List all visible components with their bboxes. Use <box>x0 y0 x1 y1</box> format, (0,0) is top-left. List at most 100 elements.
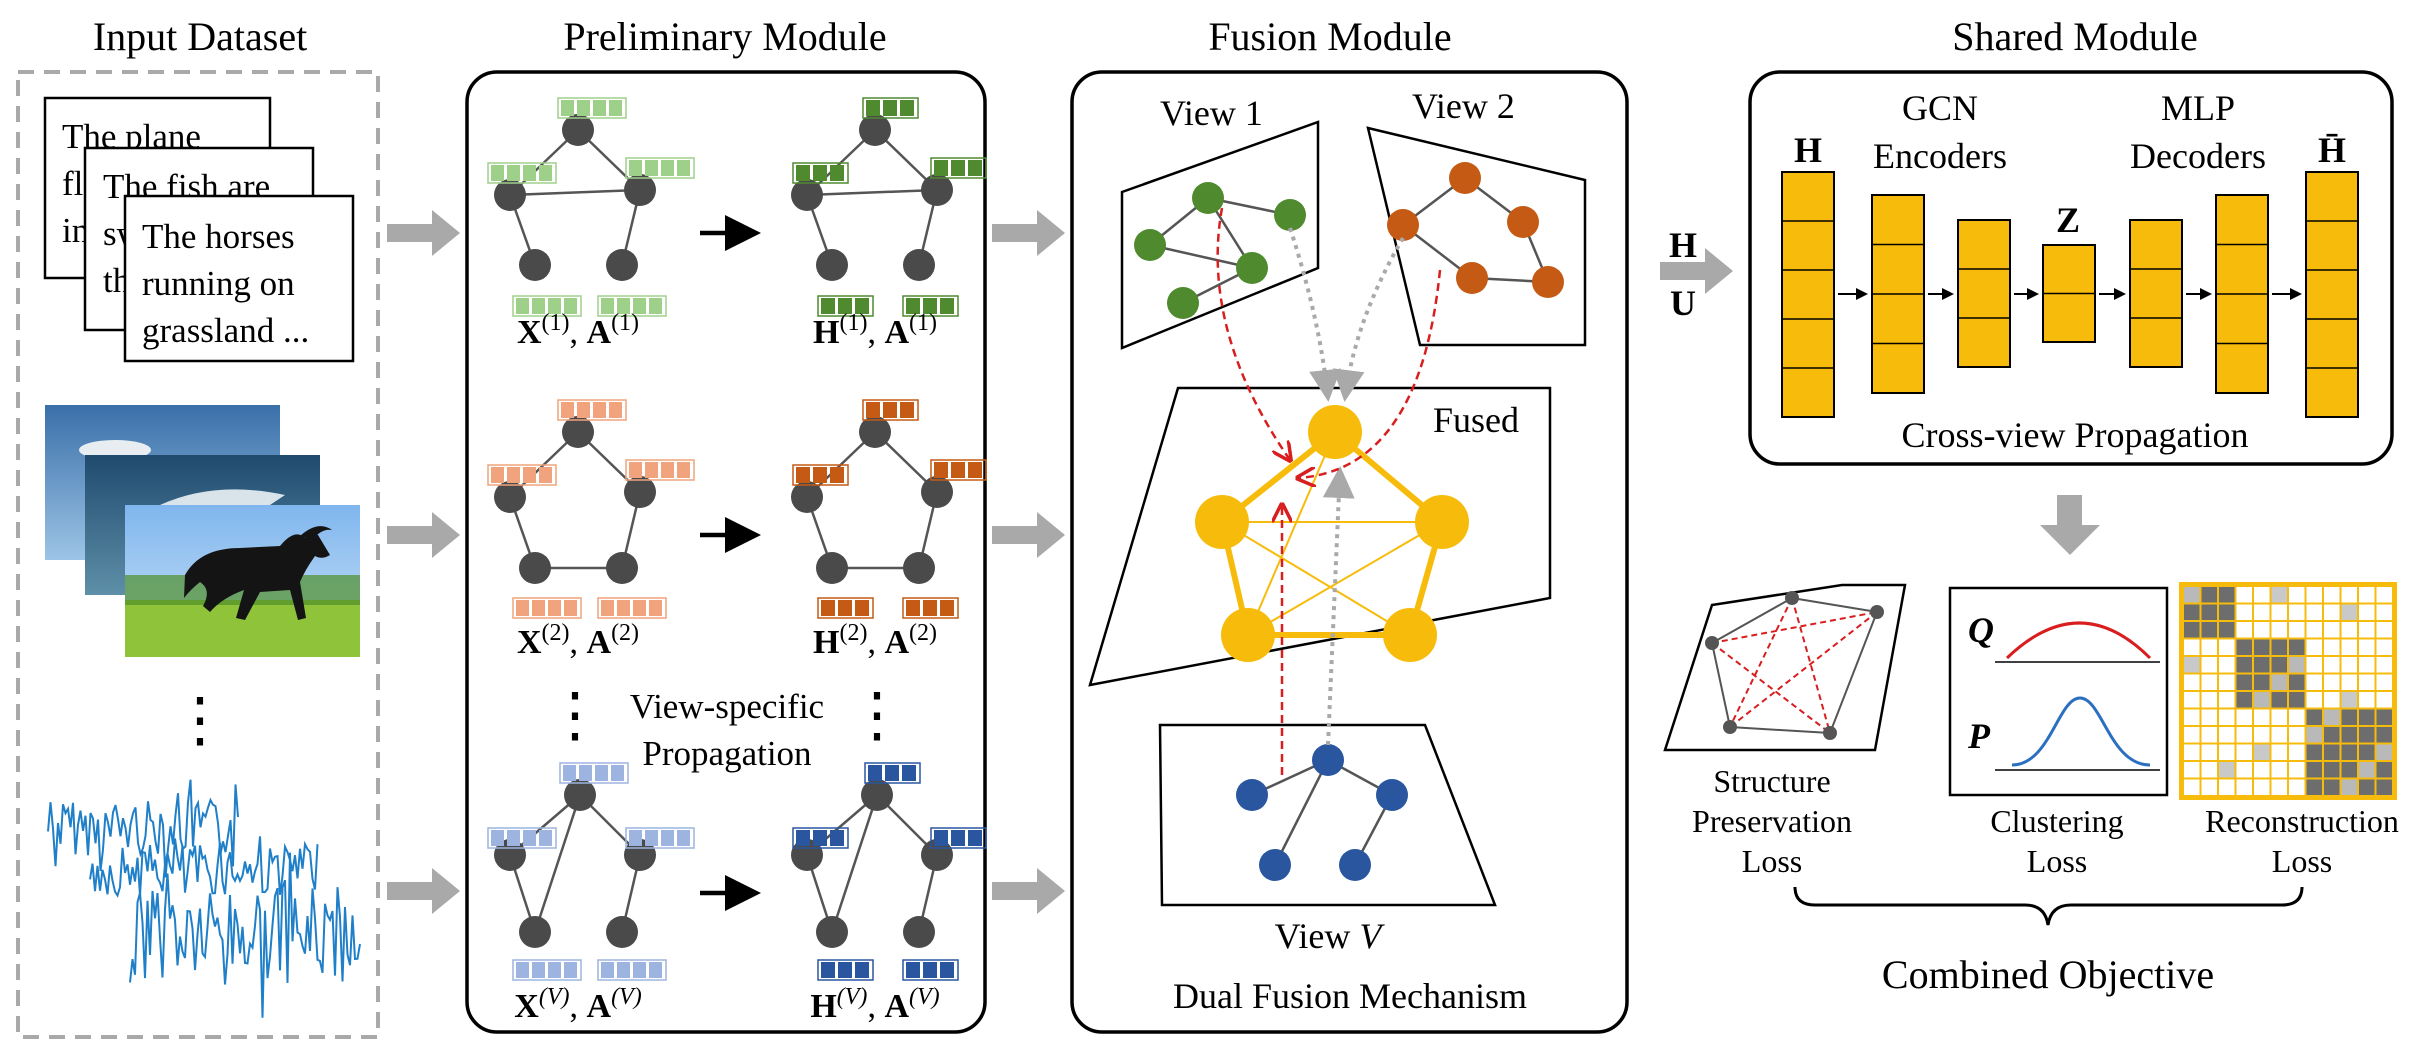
reconstruction-cell <box>2304 777 2324 797</box>
feature-vector-frame <box>557 399 627 421</box>
reconstruction-cell <box>2322 707 2342 727</box>
reconstruction-cell <box>2269 585 2289 605</box>
prelim-xv-av-label: X(V), A(V) <box>514 984 641 1025</box>
reconstruction-cell <box>2357 637 2377 657</box>
prelim-node <box>606 249 638 281</box>
prelim-node <box>606 552 638 584</box>
reconstruction-cell <box>2217 602 2237 622</box>
reconstruction-cell <box>2217 672 2237 692</box>
reconstruction-cell <box>2199 725 2219 745</box>
feature-cell <box>813 165 827 181</box>
fusion-graphs <box>1134 162 1564 881</box>
prelim-node <box>791 481 823 513</box>
reconstruction-cell <box>2199 777 2219 797</box>
feature-cell <box>821 962 835 978</box>
reconstruction-cell <box>2374 620 2394 640</box>
reconstruction-cell <box>2199 637 2219 657</box>
reconstruction-cell <box>2182 707 2202 727</box>
fused-label: Fused <box>1433 400 1519 440</box>
feature-cell <box>968 160 982 176</box>
reconstruction-cell <box>2357 602 2377 622</box>
feature-cell <box>923 298 937 314</box>
view-2-plane <box>1366 126 1587 347</box>
preliminary-graphs <box>487 97 987 981</box>
feature-cell <box>617 298 630 314</box>
fused-plane <box>1088 386 1552 687</box>
reconstruction-cell <box>2199 760 2219 780</box>
feature-cell <box>539 467 552 483</box>
time-series-1 <box>47 779 239 878</box>
fused-cross-edge <box>1221 521 1411 636</box>
feature-cell <box>629 462 642 478</box>
reconstruction-cell <box>2357 672 2377 692</box>
reconstruction-cell <box>2234 760 2254 780</box>
reconstruction-cell <box>2322 585 2342 605</box>
feature-vector-frame <box>597 597 667 619</box>
feature-cell <box>661 160 674 176</box>
feature-vector-frame <box>487 827 557 849</box>
prelim-node <box>816 552 848 584</box>
feature-vector-frame <box>902 597 959 619</box>
clustering-loss-line-2: Loss <box>2027 843 2087 879</box>
time-series-stack <box>47 779 361 1018</box>
feature-cell <box>855 962 869 978</box>
feature-cell <box>923 962 937 978</box>
reconstruction-cell <box>2217 637 2237 657</box>
reconstruction-cell <box>2287 707 2307 727</box>
feature-cell <box>830 830 844 846</box>
reconstruction-cell <box>2357 585 2377 605</box>
feature-vector-frame <box>902 295 959 317</box>
preliminary-module-frame <box>465 70 987 1034</box>
view-2-node <box>1507 206 1539 238</box>
image-stack <box>45 405 360 657</box>
text-documents: The plane fl in The fish are sw th The h… <box>43 96 355 363</box>
prelim-hv-av-label: H(V), A(V) <box>810 984 939 1025</box>
q-distribution-curve <box>2005 621 2152 660</box>
reconstruction-cell <box>2182 672 2202 692</box>
feature-cell <box>951 462 965 478</box>
view-v-node <box>1259 849 1291 881</box>
reconstruction-cell <box>2339 620 2359 640</box>
cross-view-propagation-label: Cross-view Propagation <box>1902 415 2249 455</box>
reconstruction-cell <box>2322 637 2342 657</box>
reconstruction-cell <box>2217 585 2237 605</box>
feature-cell <box>507 165 520 181</box>
feature-cell <box>940 298 954 314</box>
view-2-label: View 2 <box>1412 86 1515 126</box>
feature-vector-frame <box>487 464 557 486</box>
reconstruction-cell <box>2269 742 2289 762</box>
feature-cell <box>906 298 920 314</box>
reconstruction-cell <box>2374 655 2394 675</box>
feature-cell <box>821 600 835 616</box>
feature-cell <box>601 962 614 978</box>
feature-cell <box>564 600 577 616</box>
reconstruction-cell <box>2322 690 2342 710</box>
feature-cell <box>649 600 662 616</box>
arrow-input-to-prelim-2 <box>387 512 460 558</box>
reconstruction-cell <box>2182 760 2202 780</box>
input-u-label: U <box>1670 283 1696 323</box>
clustering-loss-panel <box>1948 586 2169 797</box>
feature-vector-frame <box>792 162 849 184</box>
prelim-node <box>606 916 638 948</box>
matrix-block <box>1781 171 1835 418</box>
feature-vector-frame <box>930 827 987 849</box>
feature-cell <box>633 298 646 314</box>
fusion-module-frame <box>1070 70 1629 1034</box>
reconstruction-cell <box>2322 602 2342 622</box>
feature-cell <box>629 830 642 846</box>
feature-cell <box>523 165 536 181</box>
matrix-block <box>2305 171 2359 418</box>
feature-cell <box>563 765 576 781</box>
p-distribution-label: P <box>1967 716 1991 756</box>
feature-cell <box>564 298 577 314</box>
arrow-prelim-to-fusion-2 <box>992 512 1065 558</box>
view-specific-label: View-specific <box>630 687 824 726</box>
feature-cell <box>629 160 642 176</box>
reconstruction-cell <box>2287 585 2307 605</box>
reconstruction-cell <box>2252 777 2272 797</box>
reconstruction-cell <box>2234 655 2254 675</box>
view-v-node <box>1312 744 1344 776</box>
feature-cell <box>940 600 954 616</box>
feature-cell <box>934 160 948 176</box>
